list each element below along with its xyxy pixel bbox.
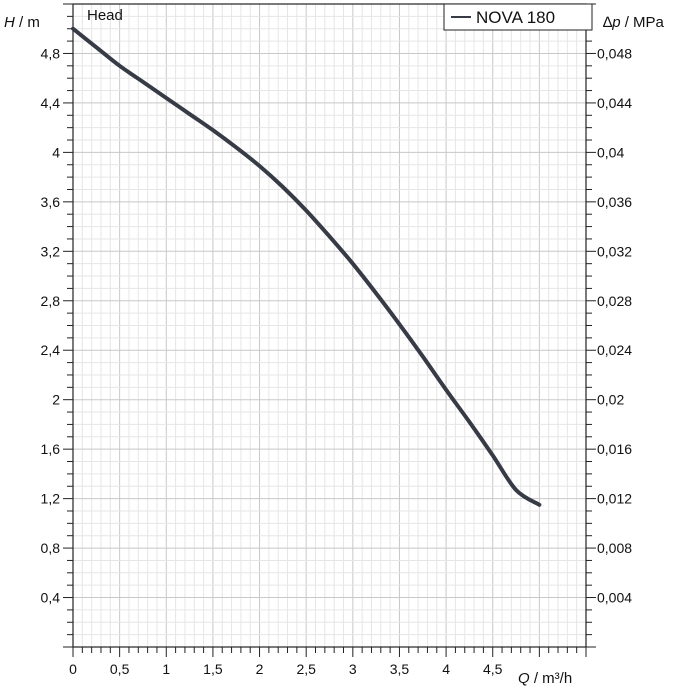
y-left-tick-label: 4 (52, 144, 60, 160)
y-right-axis-var: p (611, 14, 620, 31)
x-tick-label: 4,5 (483, 661, 503, 677)
x-axis-unit: / m³/h (530, 670, 573, 687)
y-right-tick-label: 0,048 (597, 45, 632, 61)
legend-label: NOVA 180 (476, 8, 555, 27)
y-right-tick-label: 0,008 (597, 540, 632, 556)
x-tick-label: 4 (442, 661, 450, 677)
y-left-tick-label: 4,4 (41, 95, 61, 111)
x-axis-title: Q / m³/h (518, 670, 572, 687)
y-left-tick-label: 4,8 (41, 45, 61, 61)
x-axis-var: Q (518, 670, 530, 687)
y-right-tick-label: 0,032 (597, 243, 632, 259)
y-right-tick-label: 0,044 (597, 95, 632, 111)
x-tick-label: 3 (349, 661, 357, 677)
series-line-nova-180 (71, 26, 542, 507)
x-tick-label: 0 (69, 661, 77, 677)
y-left-tick-label: 0,8 (41, 540, 61, 556)
y-right-tick-label: 0,012 (597, 491, 632, 507)
x-tick-label: 2 (256, 661, 264, 677)
x-tick-label: 1,5 (203, 661, 223, 677)
x-tick-label: 1 (162, 661, 170, 677)
y-right-tick-label: 0,016 (597, 441, 632, 457)
y-left-tick-label: 1,6 (41, 441, 61, 457)
x-tick-label: 3,5 (390, 661, 410, 677)
chart-title: Head (87, 7, 123, 24)
y-right-axis-title: ∆p / MPa (603, 14, 665, 31)
y-left-tick-label: 0,4 (41, 590, 61, 606)
y-left-tick-label: 2,8 (41, 293, 61, 309)
y-right-tick-label: 0,04 (597, 144, 624, 160)
y-left-axis-var: H (4, 14, 15, 31)
axis-ticks (63, 3, 596, 657)
y-right-tick-label: 0,004 (597, 590, 632, 606)
y-left-tick-label: 1,2 (41, 491, 61, 507)
y-right-axis-unit: / MPa (621, 14, 665, 31)
x-tick-label: 0,5 (110, 661, 130, 677)
x-tick-label: 2,5 (296, 661, 316, 677)
y-right-tick-label: 0,024 (597, 342, 632, 358)
y-left-tick-label: 2,4 (41, 342, 61, 358)
y-right-tick-label: 0,02 (597, 392, 624, 408)
y-left-axis-unit: / m (15, 14, 40, 31)
y-right-tick-label: 0,028 (597, 293, 632, 309)
y-right-tick-label: 0,036 (597, 194, 632, 210)
y-left-axis-title: H / m (4, 14, 40, 31)
chart-grid (72, 3, 587, 648)
y-right-axis-delta: ∆ (603, 14, 613, 31)
y-left-tick-label: 3,2 (41, 243, 61, 259)
series-layer (71, 26, 542, 507)
y-left-tick-label: 3,6 (41, 194, 61, 210)
tick-labels: 0 0,5 1 1,5 2 2,5 3 3,5 4 4,5 0,4 0,8 1,2 1,6 2 2,4 2,8 3… (41, 45, 633, 677)
y-left-tick-label: 2 (52, 392, 60, 408)
legend: NOVA 180 (443, 3, 593, 31)
